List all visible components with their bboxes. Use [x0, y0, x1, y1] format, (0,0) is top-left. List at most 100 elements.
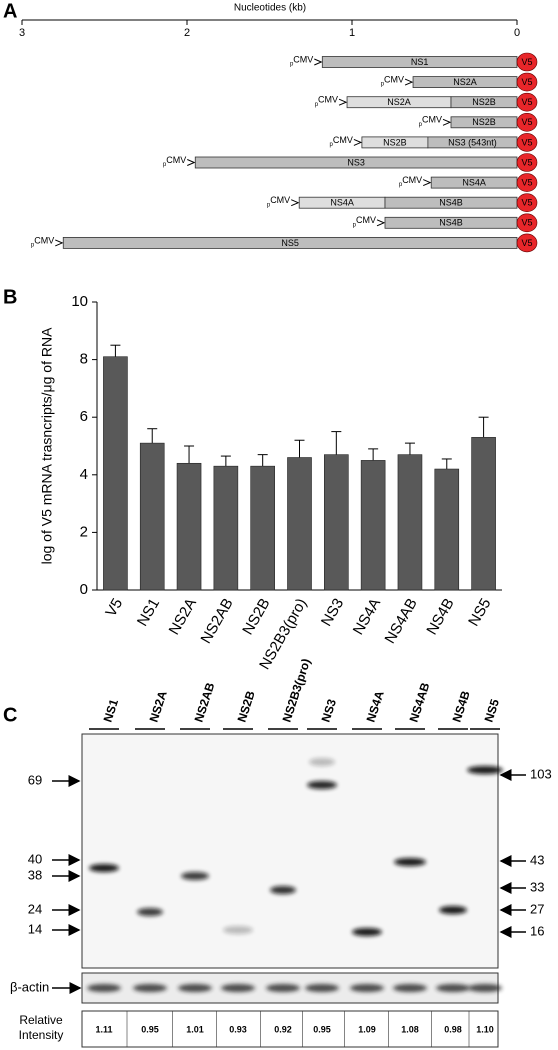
intensity-value: 0.98 [444, 1024, 462, 1034]
segment-label: NS2B [383, 137, 407, 147]
actin-band [266, 984, 300, 992]
segment-label: NS4A [330, 198, 354, 208]
promoter-arrow [55, 239, 64, 247]
tag-label: V5 [521, 238, 532, 248]
tag [516, 113, 538, 132]
actin-band [87, 984, 121, 992]
y-tick-label: 6 [80, 408, 88, 425]
promoter-prefix: p [31, 242, 35, 248]
y-tick-label: 0 [80, 581, 88, 598]
marker-label: 33 [530, 879, 544, 894]
bar [250, 465, 275, 591]
x-tick-label: NS2AB [197, 595, 236, 646]
tag-label: V5 [521, 177, 532, 187]
band [223, 926, 253, 934]
tag-label: V5 [521, 218, 532, 228]
tag [516, 72, 538, 92]
tag [516, 233, 538, 253]
promoter-arrow [187, 159, 196, 166]
segment-label: NS4B [439, 198, 463, 208]
marker-label: 69 [28, 772, 42, 787]
tag-label: V5 [521, 77, 532, 87]
x-tick-label: NS5 [465, 595, 494, 629]
lane-label: NS1 [101, 697, 122, 724]
band [467, 766, 503, 774]
marker-label: 103 [530, 766, 552, 781]
lane-label: NS2B [235, 689, 258, 724]
axis-title: log of V5 mRNA trasncripts/μg of RNA [39, 327, 55, 564]
promoter-label: CMV [318, 95, 338, 105]
promoter-label: CMV [333, 135, 353, 145]
promoter-label: CMV [293, 54, 313, 64]
bar [360, 460, 386, 591]
promoter-label: CMV [422, 115, 442, 125]
intensity-table [81, 1010, 499, 1048]
tag [516, 173, 538, 192]
tag [516, 193, 538, 212]
bar [103, 356, 128, 591]
intensity-value: 0.95 [313, 1024, 331, 1034]
bar [287, 457, 312, 591]
x-tick-label: NS3 [318, 595, 347, 629]
loading-control-label: β-actin [10, 979, 49, 994]
tag-label: V5 [521, 198, 532, 208]
x-tick-label: 2 [184, 27, 190, 39]
segment-label: NS4A [462, 177, 486, 187]
intensity-value: 0.93 [229, 1024, 247, 1034]
marker-label: 40 [28, 851, 42, 866]
lane-label: NS4AB [407, 681, 433, 724]
band [181, 872, 209, 880]
tag [516, 213, 538, 233]
band [307, 781, 337, 789]
bar [397, 454, 423, 591]
intensity-value: 1.11 [95, 1024, 112, 1034]
x-tick-label: NS2B [239, 595, 273, 637]
intensity-value: 1.08 [401, 1024, 419, 1034]
actin-band [468, 984, 502, 992]
band [137, 908, 163, 916]
bar [213, 465, 239, 591]
bar [324, 454, 349, 591]
band [309, 758, 335, 766]
promoter-prefix: p [163, 162, 167, 168]
segment-label: NS3 (543nt) [448, 137, 497, 147]
blot [81, 733, 499, 969]
segment-label: NS2A [453, 77, 477, 87]
intensity-value: 1.09 [358, 1024, 376, 1034]
promoter-label: CMV [270, 195, 290, 205]
promoter-prefix: p [419, 122, 423, 128]
promoter-prefix: p [399, 182, 403, 188]
marker-label: 14 [28, 921, 42, 936]
promoter-arrow [423, 179, 432, 187]
promoter-prefix: p [330, 142, 334, 148]
lane-label: NS2B3(pro) [280, 657, 314, 724]
band [439, 906, 467, 914]
bar [139, 442, 165, 591]
lane-label: NS3 [319, 697, 340, 724]
segment-label: NS2B [472, 117, 496, 127]
promoter-arrow [291, 199, 300, 207]
tag-label: V5 [521, 117, 532, 127]
panel-label: A [3, 0, 17, 22]
actin-band [393, 984, 427, 992]
intensity-value: 0.92 [274, 1024, 292, 1034]
promoter-label: CMV [356, 215, 376, 225]
actin-band [221, 984, 255, 992]
x-tick-label: 3 [19, 27, 25, 39]
band [89, 864, 119, 872]
band [352, 928, 382, 936]
y-tick-label: 8 [80, 351, 88, 368]
actin-band [305, 984, 339, 992]
segment-label: NS5 [281, 238, 299, 248]
lane-label: NS2AB [192, 681, 218, 724]
promoter-label: CMV [34, 235, 54, 245]
x-tick-label: NS4AB [382, 595, 421, 646]
marker-label: 24 [28, 901, 42, 916]
tag-label: V5 [521, 97, 532, 107]
actin-band [133, 984, 167, 992]
intensity-value: 1.01 [186, 1024, 204, 1034]
promoter-prefix: p [315, 102, 319, 108]
marker-label: 27 [530, 901, 544, 916]
panel-label: B [3, 286, 17, 308]
lane-label: NS5 [482, 697, 503, 724]
